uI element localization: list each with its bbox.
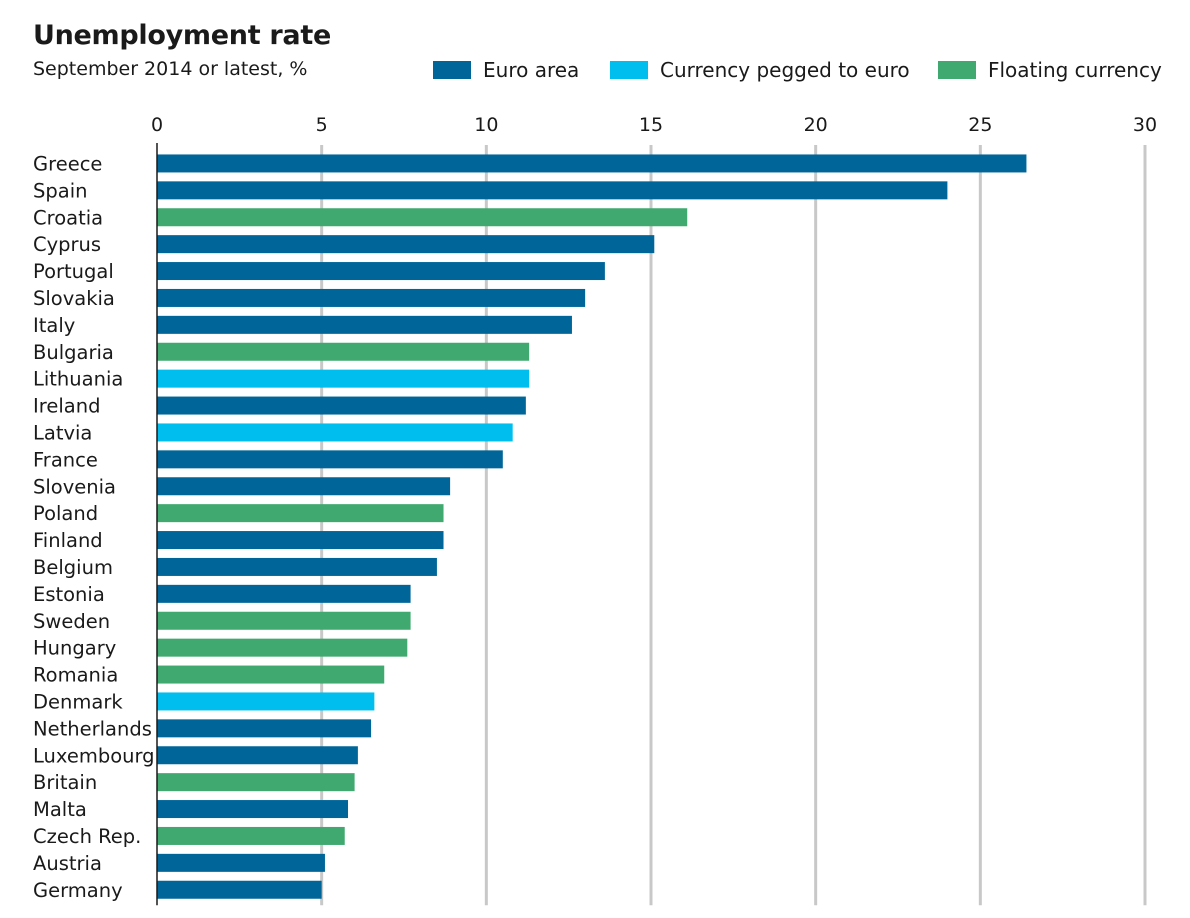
legend-label-currency-pegged: Currency pegged to euro	[660, 58, 910, 82]
category-label-luxembourg: Luxembourg	[33, 744, 155, 767]
bar-spain	[157, 181, 948, 200]
bar-denmark	[157, 692, 375, 711]
bar-slovenia	[157, 477, 451, 496]
category-label-hungary: Hungary	[33, 637, 116, 660]
category-label-latvia: Latvia	[33, 421, 92, 444]
bar-croatia	[157, 208, 688, 227]
category-label-austria: Austria	[33, 852, 102, 875]
bar-netherlands	[157, 719, 372, 738]
category-label-greece: Greece	[33, 152, 102, 175]
bar-romania	[157, 665, 385, 684]
x-tick-label-25: 25	[968, 114, 992, 136]
x-tick-label-30: 30	[1133, 114, 1157, 136]
category-label-ireland: Ireland	[33, 395, 100, 418]
bar-poland	[157, 504, 444, 523]
x-tick-label-10: 10	[474, 114, 498, 136]
category-label-malta: Malta	[33, 798, 87, 821]
category-label-spain: Spain	[33, 179, 87, 202]
bar-latvia	[157, 423, 513, 442]
category-label-bulgaria: Bulgaria	[33, 341, 114, 364]
category-label-estonia: Estonia	[33, 583, 105, 606]
legend: Euro area Currency pegged to euro Floati…	[0, 58, 1190, 84]
category-label-lithuania: Lithuania	[33, 368, 123, 391]
legend-item-currency-pegged: Currency pegged to euro	[610, 58, 910, 82]
bar-slovakia	[157, 288, 586, 307]
bar-estonia	[157, 584, 411, 603]
legend-label-euro-area: Euro area	[483, 58, 580, 82]
x-tick-label-15: 15	[639, 114, 663, 136]
bar-greece	[157, 154, 1027, 173]
category-label-sweden: Sweden	[33, 610, 110, 633]
bar-britain	[157, 773, 355, 792]
category-label-romania: Romania	[33, 664, 118, 687]
bar-hungary	[157, 638, 408, 657]
x-tick-label-20: 20	[804, 114, 828, 136]
bar-sweden	[157, 611, 411, 630]
bar-finland	[157, 531, 444, 550]
bar-lithuania	[157, 369, 530, 388]
legend-label-floating-currency: Floating currency	[988, 58, 1162, 82]
category-label-britain: Britain	[33, 771, 97, 794]
legend-item-euro-area: Euro area	[433, 58, 579, 82]
bar-austria	[157, 853, 325, 872]
bar-france	[157, 450, 503, 469]
category-label-slovenia: Slovenia	[33, 475, 116, 498]
category-label-poland: Poland	[33, 502, 98, 525]
bar-czech-rep	[157, 826, 345, 845]
category-label-germany: Germany	[33, 879, 123, 902]
bar-cyprus	[157, 235, 655, 254]
x-tick-label-5: 5	[316, 114, 328, 136]
category-label-italy: Italy	[33, 314, 75, 337]
category-label-croatia: Croatia	[33, 206, 103, 229]
category-label-portugal: Portugal	[33, 260, 114, 283]
bar-ireland	[157, 396, 526, 415]
legend-swatch-currency-pegged	[610, 61, 648, 79]
legend-item-floating-currency: Floating currency	[938, 58, 1162, 82]
x-tick-label-0: 0	[151, 114, 163, 136]
legend-swatch-floating-currency	[938, 61, 976, 79]
category-label-finland: Finland	[33, 529, 103, 552]
chart-title: Unemployment rate	[33, 20, 331, 51]
category-label-slovakia: Slovakia	[33, 287, 115, 310]
category-label-france: France	[33, 448, 98, 471]
chart-subtitle: September 2014 or latest, %	[33, 58, 308, 80]
bar-portugal	[157, 262, 605, 281]
category-label-czech-rep: Czech Rep.	[33, 825, 141, 848]
category-label-denmark: Denmark	[33, 690, 123, 713]
bar-malta	[157, 800, 349, 819]
category-label-cyprus: Cyprus	[33, 233, 101, 256]
category-label-belgium: Belgium	[33, 556, 113, 579]
bar-bulgaria	[157, 342, 530, 361]
legend-swatch-euro-area	[433, 61, 471, 79]
bar-italy	[157, 315, 572, 334]
bar-germany	[157, 880, 322, 899]
category-label-netherlands: Netherlands	[33, 717, 152, 740]
bar-luxembourg	[157, 746, 358, 765]
bar-belgium	[157, 557, 437, 576]
